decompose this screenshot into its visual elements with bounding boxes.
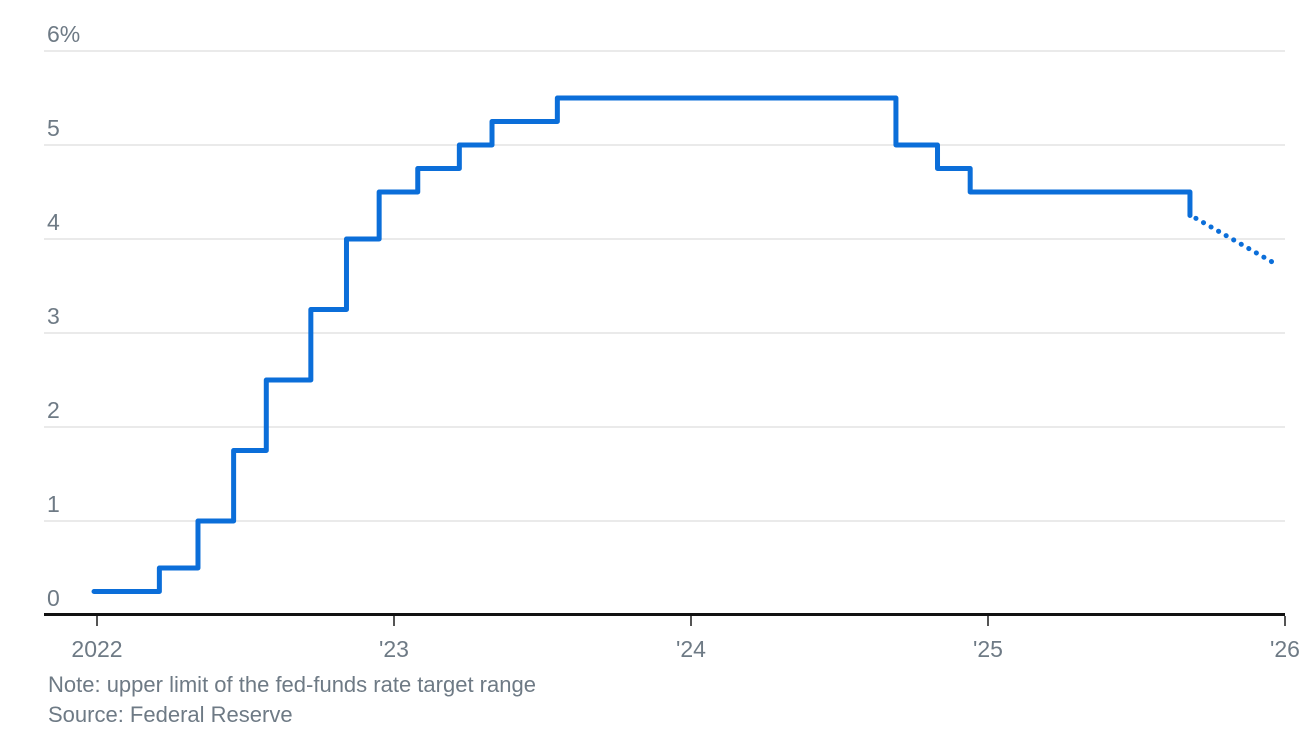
chart-note: Note: upper limit of the fed-funds rate … xyxy=(48,672,536,697)
rate-line-projection xyxy=(1193,215,1276,265)
y-axis-tick-label: 2 xyxy=(47,397,60,423)
x-axis-tick-label: '23 xyxy=(379,636,409,662)
y-axis-tick-label: 5 xyxy=(47,115,60,141)
x-axis-tick-label: 2022 xyxy=(71,636,122,662)
rate-line-actual xyxy=(91,95,1193,594)
y-axis-tick-label: 4 xyxy=(47,209,60,235)
y-axis-tick-label: 3 xyxy=(47,303,60,329)
x-axis-tick-label: '24 xyxy=(676,636,706,662)
y-axis-tick-label: 6% xyxy=(47,21,80,47)
x-axis-tick-label: '25 xyxy=(973,636,1003,662)
x-axis-tick-label: '26 xyxy=(1270,636,1300,662)
y-axis-tick-label: 0 xyxy=(47,585,60,611)
y-axis-tick-label: 1 xyxy=(47,491,60,517)
chart-source: Source: Federal Reserve xyxy=(48,702,293,727)
chart-canvas: 0 1 2 3 4 5 6% 2022 '23 '24 '25 '26 xyxy=(44,21,1300,662)
